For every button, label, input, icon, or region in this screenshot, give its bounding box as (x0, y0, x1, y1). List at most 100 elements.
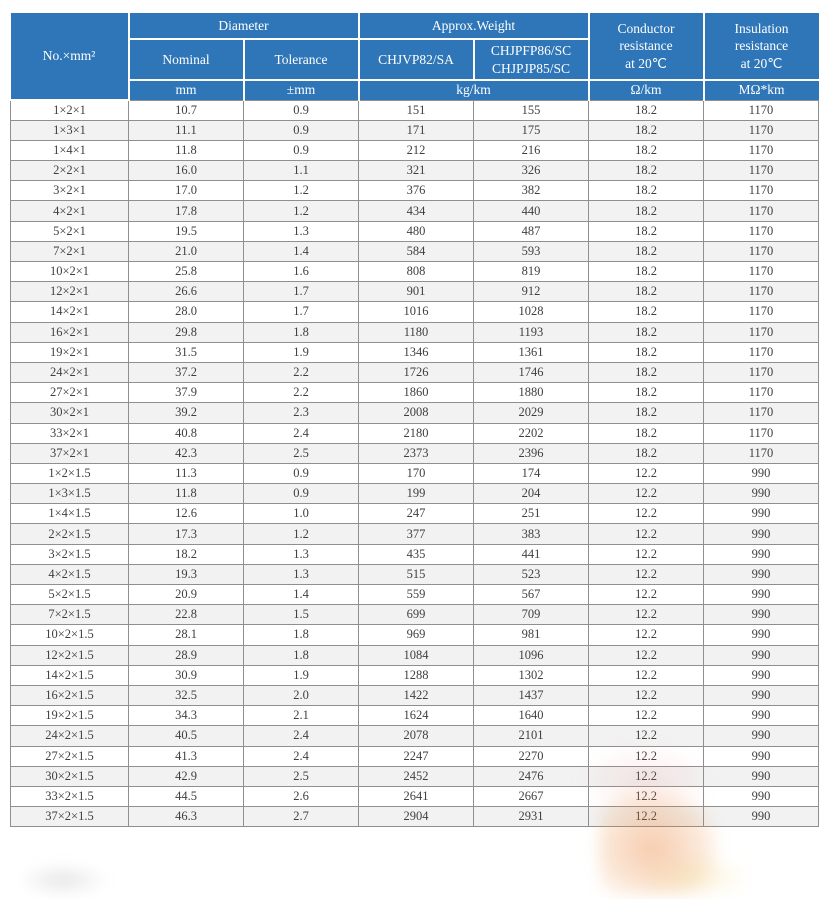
table-row: 30×2×1 39.2 2.3 2008 2029 18.2 1170 (10, 402, 820, 424)
cell: 17.3 (128, 523, 244, 545)
cell: 990 (703, 543, 820, 565)
table-row: 10×2×1.5 28.1 1.8 969 981 12.2 990 (10, 624, 820, 646)
cell: 12×2×1.5 (10, 644, 129, 666)
cell: 11.1 (128, 119, 244, 141)
cell: 2.4 (242, 422, 360, 444)
cell: 28.0 (128, 301, 244, 323)
table-row: 12×2×1.5 28.9 1.8 1084 1096 12.2 990 (10, 644, 820, 666)
cell: 2.4 (242, 745, 360, 767)
cell: 383 (473, 523, 590, 545)
cell: 2078 (358, 725, 475, 747)
cell: 155 (473, 99, 590, 121)
cell: 1170 (703, 180, 820, 202)
watermark-smudge-yellow (640, 855, 750, 899)
cell: 18.2 (588, 422, 705, 444)
cell: 1×2×1.5 (10, 462, 129, 485)
table-row: 33×2×1 40.8 2.4 2180 2202 18.2 1170 (10, 422, 820, 444)
cell: 19.3 (128, 563, 244, 586)
table-row: 1×2×1 10.7 0.9 151 155 18.2 1170 (10, 99, 820, 121)
table-row: 27×2×1 37.9 2.2 1860 1880 18.2 1170 (10, 382, 820, 404)
cell: 2.1 (242, 705, 360, 727)
cell: 18.2 (588, 180, 705, 202)
cell: 1.7 (242, 281, 360, 303)
cell: 584 (358, 240, 475, 263)
cell: 1170 (703, 301, 820, 323)
cell: 1×3×1 (10, 119, 129, 141)
cell: 1746 (473, 361, 590, 384)
table-row: 1×3×1.5 11.8 0.9 199 204 12.2 990 (10, 483, 820, 505)
cell: 321 (358, 160, 475, 182)
cell: 18.2 (588, 119, 705, 141)
cell: 487 (473, 220, 590, 242)
cell: 709 (473, 604, 590, 626)
cell: 1.0 (242, 503, 360, 525)
cell: 901 (358, 281, 475, 303)
cell: 1860 (358, 382, 475, 404)
cell: 1096 (473, 644, 590, 666)
table-row: 2×2×1.5 17.3 1.2 377 383 12.2 990 (10, 523, 820, 545)
table-row: 2×2×1 16.0 1.1 321 326 18.2 1170 (10, 160, 820, 182)
cell: 2101 (473, 725, 590, 747)
cell: 25.8 (128, 260, 244, 283)
cell: 175 (473, 119, 590, 141)
cell: 2029 (473, 402, 590, 424)
cell: 5×2×1.5 (10, 583, 129, 606)
cell: 1726 (358, 361, 475, 384)
cell: 37×2×1 (10, 442, 129, 464)
table-row: 14×2×1.5 30.9 1.9 1288 1302 12.2 990 (10, 664, 820, 686)
cell: 2.4 (242, 725, 360, 747)
header-nominal: Nominal (128, 38, 245, 81)
cell: 1193 (473, 321, 590, 343)
header-model-chjvp82: CHJVP82/SA (357, 38, 475, 81)
cell: 990 (703, 705, 820, 727)
header-diameter-group: Diameter (127, 13, 360, 40)
table-row: 10×2×1 25.8 1.6 808 819 18.2 1170 (10, 260, 820, 283)
cell: 4×2×1.5 (10, 563, 129, 586)
cell: 12.2 (588, 684, 705, 707)
cell: 1.9 (242, 341, 360, 363)
cell: 1302 (473, 664, 590, 686)
cell: 12.2 (588, 523, 705, 545)
cell: 28.1 (128, 624, 244, 646)
cell: 2×2×1.5 (10, 523, 129, 545)
cell: 2904 (358, 806, 475, 828)
cell: 2.2 (242, 361, 360, 384)
cell: 990 (703, 583, 820, 606)
cell: 10×2×1.5 (10, 624, 129, 646)
cell: 523 (473, 563, 590, 586)
cell: 199 (358, 483, 475, 505)
cell: 2.5 (242, 765, 360, 787)
cell: 1170 (703, 422, 820, 444)
cell: 2.0 (242, 684, 360, 707)
cell: 441 (473, 543, 590, 565)
cell: 12.2 (588, 604, 705, 626)
cell: 11.3 (128, 462, 244, 485)
cell: 20.9 (128, 583, 244, 606)
cell: 1028 (473, 301, 590, 323)
cell: 1.5 (242, 604, 360, 626)
cell: 1.3 (242, 563, 360, 586)
cell: 18.2 (588, 160, 705, 182)
cell: 18.2 (588, 402, 705, 424)
cell: 2202 (473, 422, 590, 444)
cell: 12×2×1 (10, 281, 129, 303)
cell: 0.9 (242, 139, 360, 162)
cell: 37×2×1.5 (10, 806, 129, 828)
cell: 216 (473, 139, 590, 162)
cell: 1170 (703, 281, 820, 303)
cell: 171 (358, 119, 475, 141)
cell: 1170 (703, 402, 820, 424)
cell: 593 (473, 240, 590, 263)
cell: 10×2×1 (10, 260, 129, 283)
table-row: 1×3×1 11.1 0.9 171 175 18.2 1170 (10, 119, 820, 141)
cell: 247 (358, 503, 475, 525)
cell: 12.2 (588, 806, 705, 828)
header-approx-weight-group: Approx.Weight (357, 13, 590, 40)
table-row: 3×2×1 17.0 1.2 376 382 18.2 1170 (10, 180, 820, 202)
cell: 990 (703, 664, 820, 686)
table-row: 37×2×1 42.3 2.5 2373 2396 18.2 1170 (10, 442, 820, 464)
cell: 26.6 (128, 281, 244, 303)
cell: 42.9 (128, 765, 244, 787)
table-row: 14×2×1 28.0 1.7 1016 1028 18.2 1170 (10, 301, 820, 323)
